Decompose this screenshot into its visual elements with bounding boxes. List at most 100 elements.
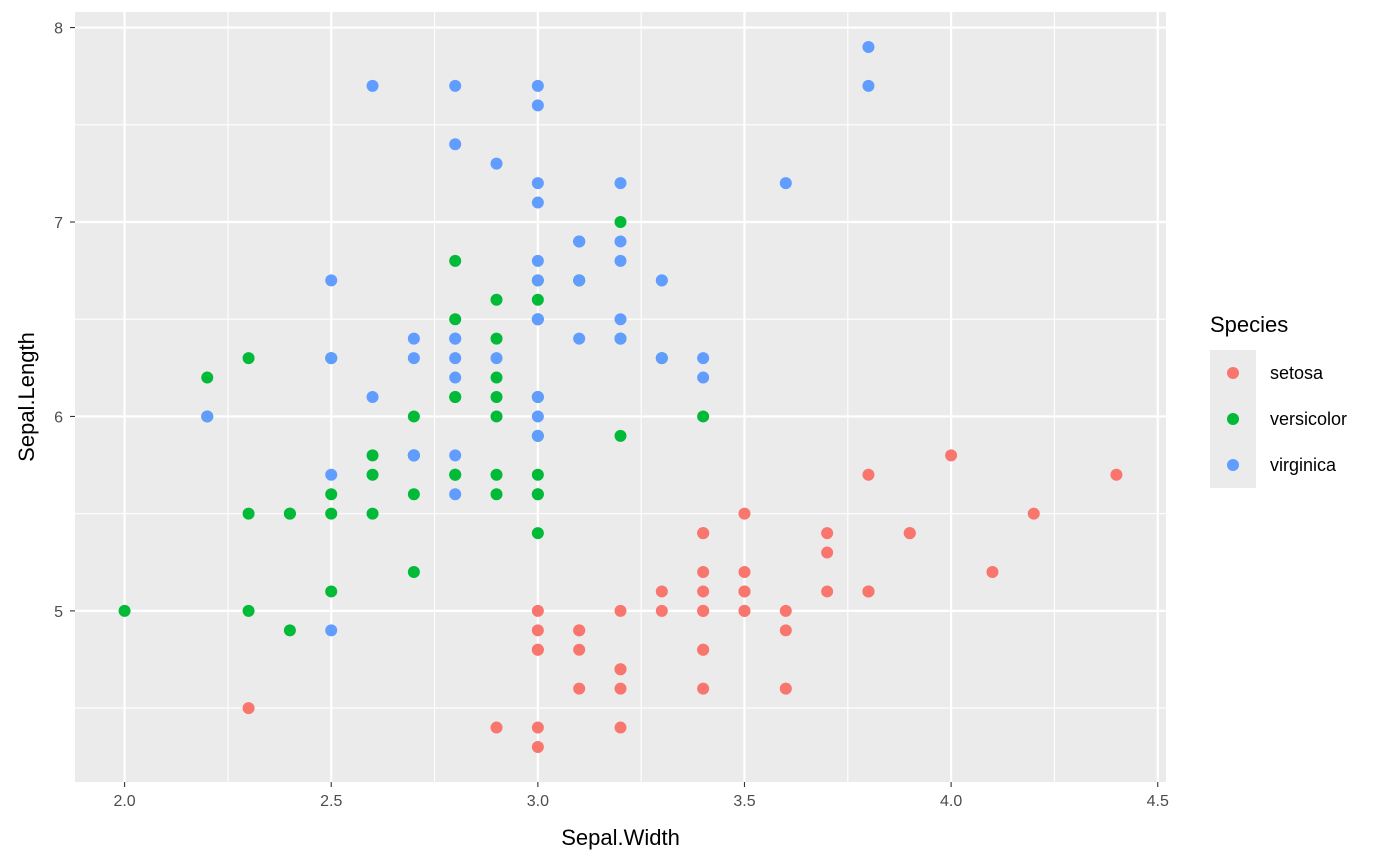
point-setosa xyxy=(531,604,544,617)
plot-panel xyxy=(75,12,1166,782)
point-versicolor xyxy=(614,429,627,442)
point-setosa xyxy=(862,468,875,481)
point-versicolor xyxy=(531,293,544,306)
point-setosa xyxy=(903,527,916,540)
point-versicolor xyxy=(490,468,503,481)
point-virginica xyxy=(531,429,544,442)
point-setosa xyxy=(573,682,586,695)
point-setosa xyxy=(531,721,544,734)
point-versicolor xyxy=(449,254,462,267)
point-virginica xyxy=(449,332,462,345)
point-setosa xyxy=(531,741,544,753)
point-virginica xyxy=(862,41,875,53)
point-virginica xyxy=(407,332,420,345)
point-setosa xyxy=(573,624,586,637)
point-setosa xyxy=(697,604,710,617)
point-virginica xyxy=(614,177,627,190)
point-versicolor xyxy=(490,293,503,306)
point-versicolor xyxy=(449,468,462,481)
point-versicolor xyxy=(242,352,255,365)
point-versicolor xyxy=(490,488,503,501)
point-virginica xyxy=(531,99,544,112)
point-virginica xyxy=(490,352,503,365)
point-versicolor xyxy=(614,216,627,228)
legend-label-versicolor: versicolor xyxy=(1270,409,1347,429)
point-virginica xyxy=(697,371,710,384)
point-virginica xyxy=(325,468,338,481)
point-virginica xyxy=(531,410,544,423)
point-virginica xyxy=(325,274,338,287)
point-virginica xyxy=(573,332,586,345)
legend-keys: setosa versicolor virginica xyxy=(1210,350,1347,488)
point-setosa xyxy=(531,643,544,656)
point-setosa xyxy=(655,585,668,598)
point-setosa xyxy=(614,682,627,695)
y-axis: 5 6 7 8 xyxy=(54,21,75,621)
x-axis: 2.0 2.5 3.0 3.5 4.0 4.5 xyxy=(113,782,1169,810)
point-setosa xyxy=(862,585,875,598)
y-axis-title: Sepal.Length xyxy=(14,332,39,462)
point-versicolor xyxy=(325,507,338,520)
point-virginica xyxy=(531,254,544,267)
point-versicolor xyxy=(697,410,710,423)
point-versicolor xyxy=(490,371,503,384)
point-virginica xyxy=(449,488,462,501)
legend-key-setosa xyxy=(1227,367,1239,379)
x-tick-label: 2.5 xyxy=(320,793,342,810)
point-virginica xyxy=(325,624,338,637)
point-versicolor xyxy=(531,468,544,481)
point-virginica xyxy=(614,254,627,267)
point-versicolor xyxy=(118,604,131,617)
legend-key-versicolor xyxy=(1227,413,1239,425)
point-setosa xyxy=(531,624,544,637)
point-setosa xyxy=(738,507,751,520)
point-versicolor xyxy=(531,527,544,540)
point-virginica xyxy=(531,177,544,190)
point-virginica xyxy=(779,177,792,190)
point-setosa xyxy=(986,566,999,578)
point-versicolor xyxy=(366,468,379,481)
legend: Species setosa versicolor virginica xyxy=(1210,312,1347,488)
point-virginica xyxy=(531,196,544,209)
point-versicolor xyxy=(283,507,296,520)
point-virginica xyxy=(614,235,627,248)
point-setosa xyxy=(697,682,710,695)
legend-label-virginica: virginica xyxy=(1270,455,1337,475)
point-setosa xyxy=(573,643,586,656)
point-virginica xyxy=(697,352,710,365)
point-virginica xyxy=(490,157,503,170)
data-points xyxy=(118,41,1123,753)
point-versicolor xyxy=(242,507,255,520)
point-setosa xyxy=(697,643,710,656)
point-versicolor xyxy=(490,332,503,345)
point-versicolor xyxy=(407,566,420,578)
point-setosa xyxy=(821,585,834,598)
point-setosa xyxy=(779,624,792,637)
point-setosa xyxy=(614,604,627,617)
point-setosa xyxy=(779,604,792,617)
point-virginica xyxy=(531,79,544,92)
point-versicolor xyxy=(325,585,338,598)
point-setosa xyxy=(242,702,255,715)
point-virginica xyxy=(573,235,586,248)
point-versicolor xyxy=(366,449,379,462)
point-setosa xyxy=(697,527,710,540)
point-virginica xyxy=(407,352,420,365)
point-setosa xyxy=(945,449,958,462)
point-versicolor xyxy=(283,624,296,637)
point-versicolor xyxy=(449,391,462,403)
point-versicolor xyxy=(531,488,544,501)
point-virginica xyxy=(614,313,627,326)
point-virginica xyxy=(655,352,668,365)
point-versicolor xyxy=(407,488,420,501)
point-virginica xyxy=(614,332,627,345)
point-versicolor xyxy=(490,410,503,423)
point-virginica xyxy=(531,313,544,326)
legend-title: Species xyxy=(1210,312,1288,337)
point-setosa xyxy=(738,604,751,617)
point-virginica xyxy=(366,79,379,92)
point-setosa xyxy=(738,566,751,578)
x-tick-label: 3.5 xyxy=(733,793,755,810)
